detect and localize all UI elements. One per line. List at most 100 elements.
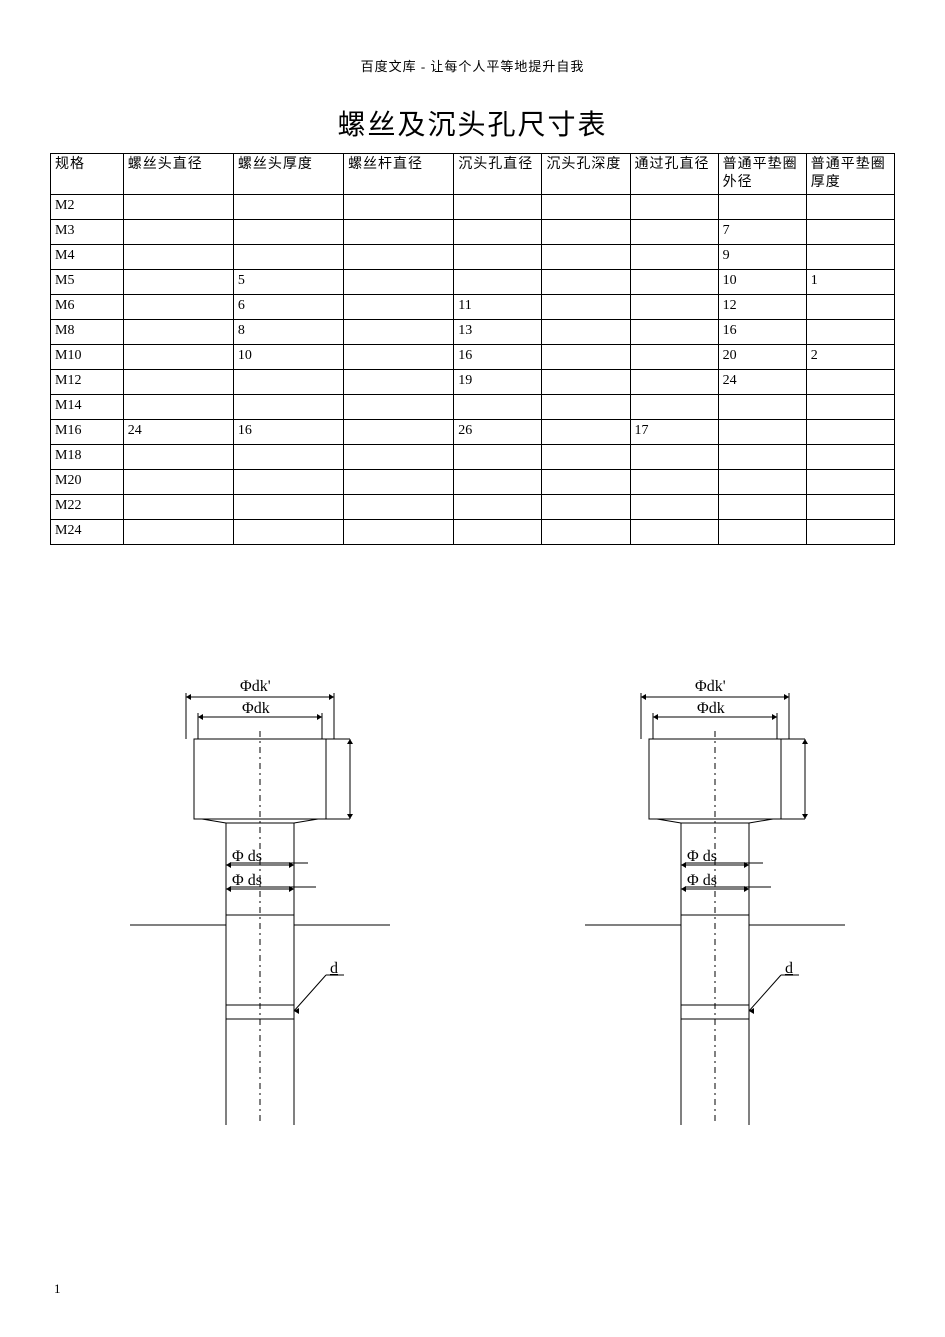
table-cell — [233, 195, 343, 220]
svg-text:Φdk: Φdk — [697, 700, 725, 717]
table-cell — [454, 395, 542, 420]
table-cell — [344, 495, 454, 520]
table-cell — [718, 445, 806, 470]
table-cell: M22 — [51, 495, 124, 520]
table-cell — [806, 395, 894, 420]
table-cell — [344, 220, 454, 245]
table-cell — [344, 420, 454, 445]
table-row: M1624162617 — [51, 420, 895, 445]
table-cell — [542, 370, 630, 395]
table-cell: 9 — [718, 245, 806, 270]
table-row: M881316 — [51, 320, 895, 345]
table-cell — [454, 245, 542, 270]
table-cell: 16 — [454, 345, 542, 370]
table-cell: 11 — [454, 295, 542, 320]
table-cell — [542, 345, 630, 370]
table-cell: M6 — [51, 295, 124, 320]
table-cell — [233, 520, 343, 545]
table-cell: M3 — [51, 220, 124, 245]
table-cell — [806, 320, 894, 345]
table-row: M14 — [51, 395, 895, 420]
table-cell: 10 — [718, 270, 806, 295]
table-cell — [123, 345, 233, 370]
table-cell — [344, 195, 454, 220]
table-cell — [123, 445, 233, 470]
svg-text:Φ ds: Φ ds — [232, 872, 262, 889]
table-cell — [806, 195, 894, 220]
table-cell — [344, 520, 454, 545]
table-cell — [630, 220, 718, 245]
table-cell — [542, 395, 630, 420]
document-page: 百度文库 - 让每个人平等地提升自我 螺丝及沉头孔尺寸表 规格螺丝头直径螺丝头厚… — [0, 0, 945, 1337]
table-column-header: 螺丝头厚度 — [233, 154, 343, 195]
table-cell: 5 — [233, 270, 343, 295]
table-cell: 19 — [454, 370, 542, 395]
table-column-header: 螺丝杆直径 — [344, 154, 454, 195]
svg-text:Φdk': Φdk' — [240, 678, 271, 695]
table-cell — [233, 395, 343, 420]
table-cell: 24 — [123, 420, 233, 445]
table-column-header: 沉头孔深度 — [542, 154, 630, 195]
table-cell — [123, 320, 233, 345]
table-column-header: 规格 — [51, 154, 124, 195]
table-cell — [454, 470, 542, 495]
table-cell — [542, 320, 630, 345]
table-cell — [454, 520, 542, 545]
table-row: M22 — [51, 495, 895, 520]
screw-diagram-left: Φdk'ΦdkΦ dsΦ dsd — [130, 655, 390, 1125]
table-cell — [123, 195, 233, 220]
table-cell — [233, 495, 343, 520]
table-cell — [542, 495, 630, 520]
table-cell: 1 — [806, 270, 894, 295]
svg-text:Φ ds: Φ ds — [687, 872, 717, 889]
table-cell: 16 — [718, 320, 806, 345]
table-cell — [630, 370, 718, 395]
table-cell — [542, 220, 630, 245]
table-cell — [123, 370, 233, 395]
table-cell — [718, 195, 806, 220]
table-header-row: 规格螺丝头直径螺丝头厚度螺丝杆直径沉头孔直径沉头孔深度通过孔直径普通平垫圈外径普… — [51, 154, 895, 195]
table-cell: 12 — [718, 295, 806, 320]
screw-size-table: 规格螺丝头直径螺丝头厚度螺丝杆直径沉头孔直径沉头孔深度通过孔直径普通平垫圈外径普… — [50, 153, 895, 545]
table-row: M55101 — [51, 270, 895, 295]
table-row: M20 — [51, 470, 895, 495]
table-cell — [233, 220, 343, 245]
table-cell — [630, 270, 718, 295]
table-cell: M24 — [51, 520, 124, 545]
page-number: 1 — [54, 1281, 61, 1297]
table-cell — [630, 520, 718, 545]
table-cell — [630, 495, 718, 520]
table-cell — [630, 470, 718, 495]
table-cell — [233, 245, 343, 270]
table-cell — [718, 520, 806, 545]
table-cell: M18 — [51, 445, 124, 470]
table-cell: 20 — [718, 345, 806, 370]
table-cell — [542, 420, 630, 445]
table-cell — [123, 395, 233, 420]
diagram-row: Φdk'ΦdkΦ dsΦ dsd Φdk'ΦdkΦ dsΦ dsd — [50, 655, 895, 1130]
table-row: M101016202 — [51, 345, 895, 370]
table-cell: M14 — [51, 395, 124, 420]
svg-text:Φ ds: Φ ds — [687, 848, 717, 865]
table-row: M2 — [51, 195, 895, 220]
table-cell — [806, 495, 894, 520]
table-cell — [542, 520, 630, 545]
table-cell: 7 — [718, 220, 806, 245]
table-cell — [806, 445, 894, 470]
screw-diagram-right: Φdk'ΦdkΦ dsΦ dsd — [585, 655, 845, 1125]
table-cell — [806, 520, 894, 545]
table-cell — [454, 270, 542, 295]
table-cell: M2 — [51, 195, 124, 220]
table-cell — [123, 470, 233, 495]
table-cell: M16 — [51, 420, 124, 445]
table-cell — [806, 470, 894, 495]
table-column-header: 普通平垫圈厚度 — [806, 154, 894, 195]
table-cell — [344, 245, 454, 270]
table-column-header: 普通平垫圈外径 — [718, 154, 806, 195]
table-cell: 26 — [454, 420, 542, 445]
table-cell: 8 — [233, 320, 343, 345]
table-cell — [542, 195, 630, 220]
site-header: 百度文库 - 让每个人平等地提升自我 — [50, 56, 895, 75]
table-cell — [454, 195, 542, 220]
table-cell — [630, 245, 718, 270]
